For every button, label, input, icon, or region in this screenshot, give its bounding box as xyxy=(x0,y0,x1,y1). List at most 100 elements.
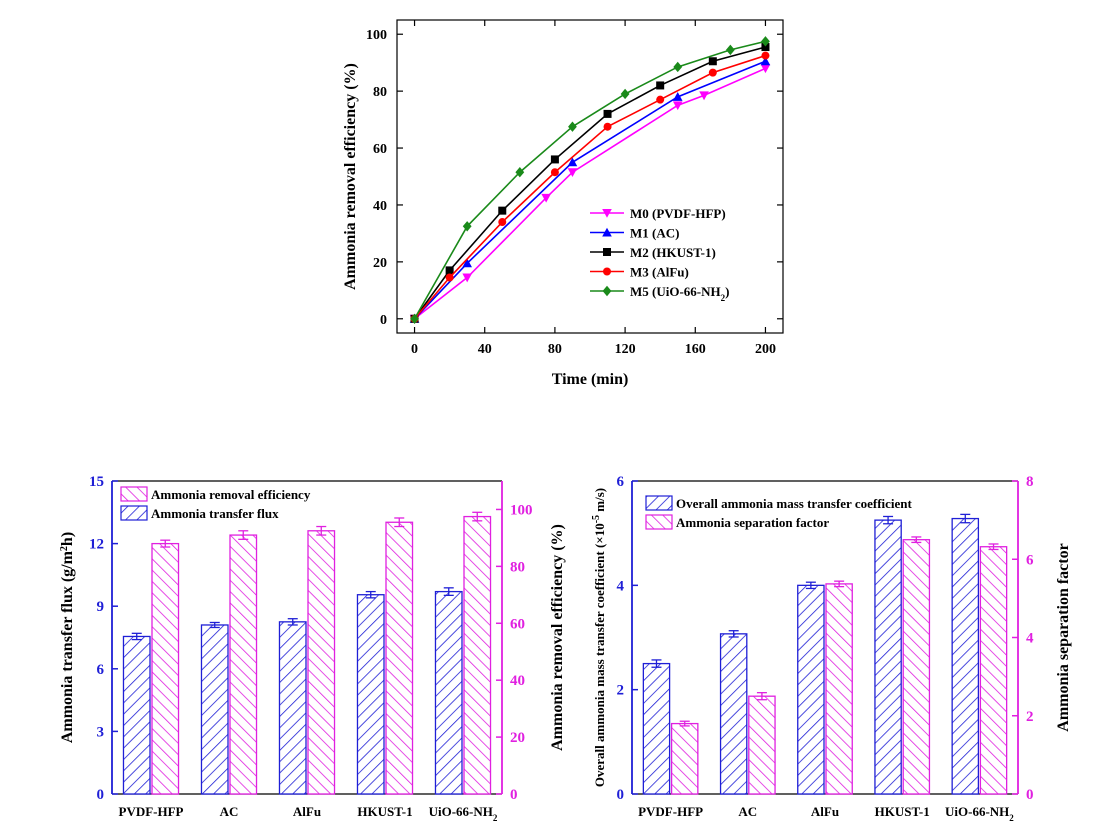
y-tick-label: 100 xyxy=(366,28,387,43)
data-point-M2 xyxy=(761,43,770,52)
data-point-M5 xyxy=(462,221,472,232)
data-point-M1 xyxy=(462,258,472,268)
data-point-M3 xyxy=(656,95,665,104)
legend-marker-M1 xyxy=(602,227,612,237)
legend-label: Ammonia removal efficiency xyxy=(151,487,311,502)
category-label: PVDF-HFP xyxy=(638,804,703,819)
category-label: UiO-66-NH2 xyxy=(945,804,1014,823)
right-tick-label: 2 xyxy=(1026,709,1034,725)
data-point-M0 xyxy=(541,193,551,203)
bar-left xyxy=(951,517,980,795)
left-tick-label: 0 xyxy=(97,787,105,803)
data-point-M0 xyxy=(567,168,578,178)
x-tick-label: 120 xyxy=(615,342,636,357)
data-point-M0 xyxy=(699,91,709,101)
legend-label-M0: M0 (PVDF-HFP) xyxy=(630,206,726,221)
x-tick-label: 0 xyxy=(411,342,418,357)
legend-label-M0-part: M0 (PVDF-HFP) xyxy=(630,206,726,221)
bar-right xyxy=(670,722,699,795)
y-tick-label: 40 xyxy=(373,199,387,214)
left-tick-label: 6 xyxy=(617,474,625,490)
bar-right xyxy=(385,521,414,795)
left-tick-label: 9 xyxy=(97,599,105,615)
data-point-M3 xyxy=(550,168,559,177)
data-point-M3 xyxy=(445,273,454,282)
right-tick-label: 80 xyxy=(510,559,525,575)
right-tick-label: 40 xyxy=(510,673,525,689)
category-label-part: AC xyxy=(738,804,757,819)
right-axis-label: Ammonia removal efficiency (%) xyxy=(549,524,566,751)
data-point-M5 xyxy=(410,313,419,324)
left-axis-label-part: -5 xyxy=(591,515,602,523)
legend-label-M2: M2 (HKUST-1) xyxy=(630,245,716,260)
right-tick-label: 4 xyxy=(1026,631,1034,647)
right-tick-label: 60 xyxy=(510,616,525,632)
bar-right xyxy=(825,583,853,795)
left-axis-label-part: Overall ammonia mass transfer coefficien… xyxy=(592,523,607,787)
data-point-M5 xyxy=(568,121,577,132)
left-axis-label-part: m/s) xyxy=(592,488,607,515)
data-point-M1 xyxy=(672,92,683,101)
left-tick-label: 12 xyxy=(89,537,104,553)
plot-frame xyxy=(396,19,784,334)
category-label-part: UiO-66-NH xyxy=(429,804,493,819)
bar-left xyxy=(797,584,825,795)
left-axis-label-part: Ammonia transfer flux (g/m xyxy=(59,550,76,743)
category-label: AlFu xyxy=(811,804,839,819)
data-point-M5 xyxy=(620,88,630,100)
x-axis-label: Time (min) xyxy=(552,371,629,388)
legend-label-M5-part: 2 xyxy=(721,293,726,303)
x-tick-label: 80 xyxy=(548,342,562,357)
data-point-M5 xyxy=(761,36,770,47)
legend-label-M2-part: M2 (HKUST-1) xyxy=(630,245,716,260)
legend-swatch xyxy=(645,514,673,530)
data-point-M0 xyxy=(462,273,472,283)
series-line-M5 xyxy=(413,40,766,320)
left-tick-label: 3 xyxy=(97,724,105,740)
data-point-M2 xyxy=(603,109,612,118)
legend-label-M3: M3 (AlFu) xyxy=(630,265,689,280)
y-axis-label: Ammonia removal efficiency (%) xyxy=(342,63,359,290)
legend-label: Overall ammonia mass transfer coefficien… xyxy=(676,496,913,511)
category-label-part: AlFu xyxy=(811,804,839,819)
data-point-M2 xyxy=(656,81,665,90)
bar-left xyxy=(122,635,151,795)
y-tick-label: 80 xyxy=(373,85,387,100)
legend-label: Ammonia separation factor xyxy=(676,515,829,530)
data-point-M5 xyxy=(725,44,735,56)
bar-right xyxy=(902,539,931,795)
data-point-M1 xyxy=(567,157,578,167)
left-tick-label: 4 xyxy=(617,578,625,594)
category-label: AlFu xyxy=(293,804,321,819)
bar-right xyxy=(307,530,336,795)
y-tick-label: 20 xyxy=(373,256,387,271)
data-point-M3 xyxy=(761,51,770,60)
data-point-M2 xyxy=(550,155,559,164)
category-label-part: PVDF-HFP xyxy=(638,804,703,819)
legend-label-M1-part: M1 (AC) xyxy=(630,226,679,241)
data-point-M3 xyxy=(603,122,612,131)
series-line-M3 xyxy=(413,54,766,320)
bar-left xyxy=(719,633,748,795)
right-tick-label: 0 xyxy=(1026,787,1034,803)
legend-marker-M3 xyxy=(603,267,611,276)
category-label: HKUST-1 xyxy=(357,804,412,819)
legend-marker-M0 xyxy=(602,209,612,218)
left-tick-label: 2 xyxy=(617,683,625,699)
left-axis-label-part: 2 xyxy=(59,546,70,551)
data-point-M2 xyxy=(445,266,454,275)
category-label-part: 2 xyxy=(1009,813,1014,823)
x-tick-label: 200 xyxy=(755,342,776,357)
bar-right xyxy=(979,546,1008,795)
bar-chart-flux-and-efficiency: 0 3 6 9 12 15 0 20 40 60 80 100 PVDF-HFP AC AlFu HKUST-… xyxy=(59,474,567,823)
y-tick-label: 0 xyxy=(380,313,387,328)
y-tick-label: 60 xyxy=(373,142,387,157)
data-point-M3 xyxy=(498,218,507,227)
right-tick-label: 6 xyxy=(1026,552,1034,568)
category-label-part: HKUST-1 xyxy=(357,804,412,819)
bar-left xyxy=(874,519,902,795)
left-axis-label: Overall ammonia mass transfer coefficien… xyxy=(591,488,608,787)
category-label-part: HKUST-1 xyxy=(875,804,930,819)
category-label: HKUST-1 xyxy=(875,804,930,819)
